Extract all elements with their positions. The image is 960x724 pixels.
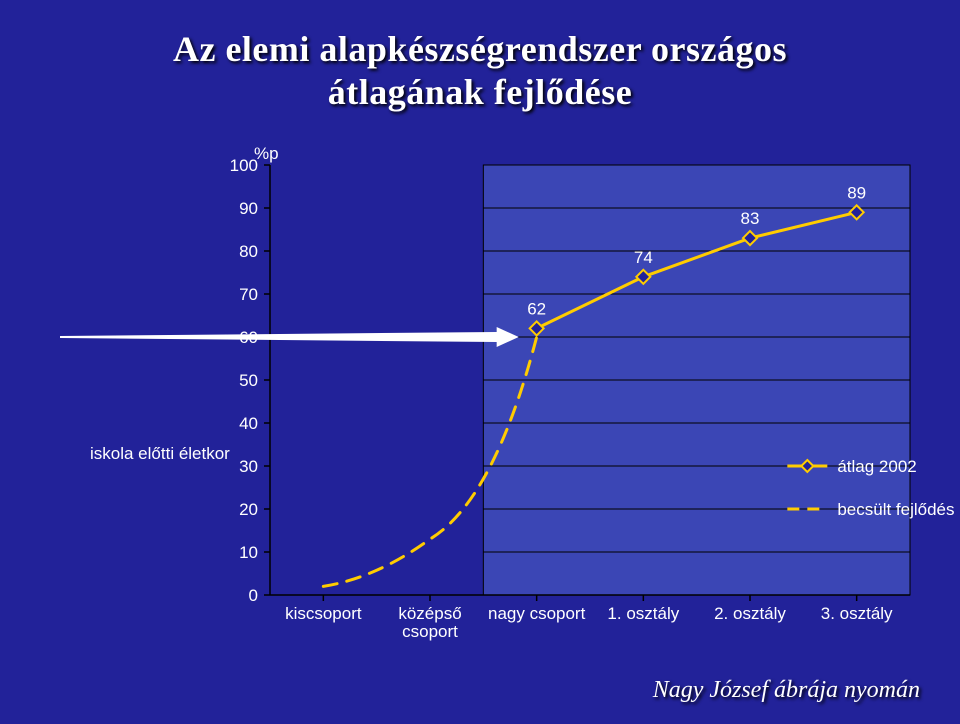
y-tick-label: 70: [239, 285, 258, 304]
chart-area: %p iskola előtti életkor 010203040506070…: [0, 150, 960, 650]
x-category-label: 2. osztály: [714, 604, 786, 623]
title-line-2: átlagának fejlődése: [328, 72, 632, 112]
x-category-label: kiscsoport: [285, 604, 362, 623]
data-label: 83: [741, 209, 760, 228]
x-category-label: 3. osztály: [821, 604, 893, 623]
legend-label: becsült fejlődés: [837, 500, 954, 519]
y-tick-label: 100: [230, 156, 258, 175]
x-category-label: csoport: [402, 622, 458, 641]
y-tick-label: 0: [249, 586, 258, 605]
x-category-label: középső: [398, 604, 461, 623]
y-tick-label: 90: [239, 199, 258, 218]
arrow-indicator: [60, 327, 519, 347]
y-tick-label: 10: [239, 543, 258, 562]
x-category-label: nagy csoport: [488, 604, 586, 623]
y-tick-label: 30: [239, 457, 258, 476]
data-label: 74: [634, 248, 653, 267]
x-category-label: 1. osztály: [607, 604, 679, 623]
data-label: 62: [527, 299, 546, 318]
title-line-1: Az elemi alapkészségrendszer országos: [173, 29, 787, 69]
y-tick-label: 40: [239, 414, 258, 433]
y-tick-label: 80: [239, 242, 258, 261]
page-title: Az elemi alapkészségrendszer országos át…: [0, 0, 960, 114]
y-tick-label: 20: [239, 500, 258, 519]
chart-svg: 0102030405060708090100kiscsoportközépsőc…: [0, 150, 960, 690]
legend-label: átlag 2002: [837, 457, 916, 476]
attribution: Nagy József ábrája nyomán: [653, 677, 920, 704]
y-tick-label: 50: [239, 371, 258, 390]
data-label: 89: [847, 183, 866, 202]
